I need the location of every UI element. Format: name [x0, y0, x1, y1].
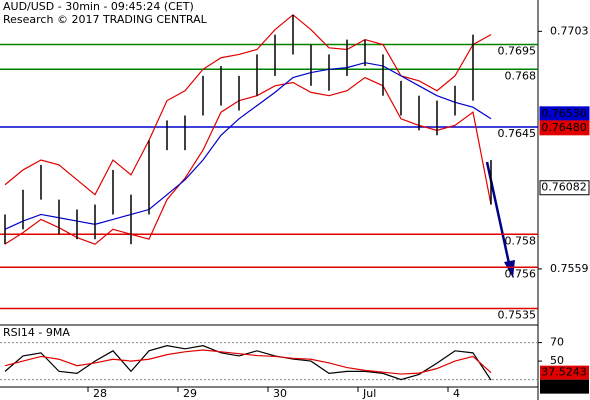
- level-label: 0.756: [505, 267, 537, 280]
- price-box-label: 0.76480: [541, 121, 587, 134]
- x-tick-label: 4: [453, 387, 460, 400]
- level-label: 0.7695: [498, 45, 537, 58]
- value-label: 29.4423: [541, 380, 587, 393]
- level-label: 0.7535: [498, 309, 537, 322]
- value-box: [540, 379, 589, 394]
- x-tick-label: 28: [93, 387, 107, 400]
- x-tick-label: Jul: [362, 387, 376, 400]
- level-label: 0.758: [505, 234, 537, 247]
- indicator-line: [4, 14, 492, 196]
- y-tick-label: 0.7703: [550, 24, 589, 37]
- x-tick-label: 29: [183, 387, 197, 400]
- y-tick-label: 50: [550, 354, 564, 367]
- x-tick-label: 30: [273, 387, 287, 400]
- value-box: [540, 365, 589, 380]
- indicator-line: [4, 62, 492, 230]
- rsi-line: [4, 345, 492, 381]
- chart-subtitle: Research © 2017 TRADING CENTRAL: [3, 13, 208, 26]
- price-box: [539, 180, 590, 196]
- price-box: [539, 120, 590, 136]
- level-label: 0.768: [505, 69, 537, 82]
- value-label: 37.5243: [541, 366, 587, 379]
- indicator-line: [4, 76, 492, 245]
- rsi-line: [4, 349, 492, 375]
- price-box-label: 0.76082: [541, 181, 587, 194]
- level-label: 0.7645: [498, 127, 537, 140]
- price-box-label: 0.76530: [541, 107, 587, 120]
- rsi-title: RSI14 - 9MA: [3, 326, 70, 339]
- chart-title: AUD/USD - 30min - 09:45:24 (CET): [3, 0, 194, 13]
- y-tick-label: 0.7559: [550, 262, 589, 275]
- y-tick-label: 70: [550, 336, 564, 349]
